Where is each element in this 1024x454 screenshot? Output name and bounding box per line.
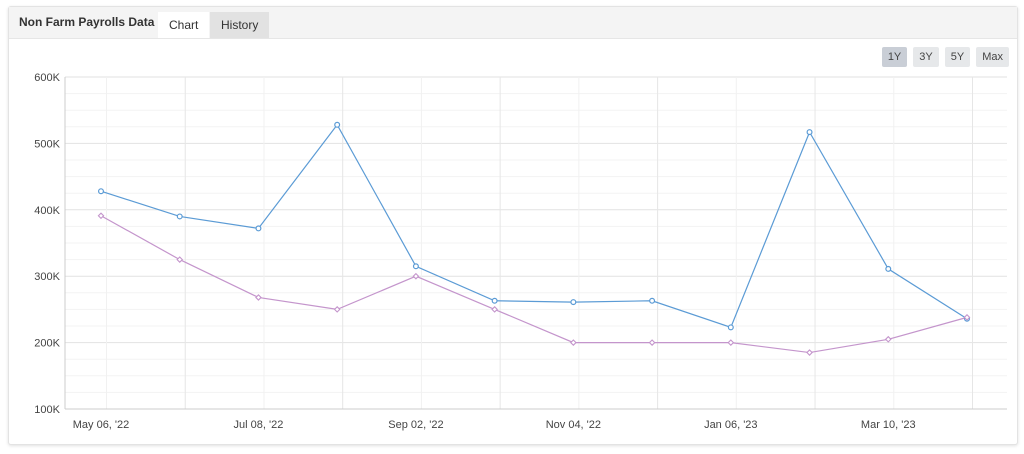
data-point-forecast[interactable]: [97, 212, 105, 220]
range-button-1y[interactable]: 1Y: [881, 47, 908, 67]
widget-header: Non Farm Payrolls Data Chart History: [9, 7, 1017, 39]
x-tick-label: Mar 10, '23: [861, 419, 916, 431]
line-chart: 100K 200K 300K 400K 500K 600K May 06, '22 Jul 0…: [34, 72, 1007, 431]
data-point-forecast[interactable]: [727, 339, 735, 346]
x-tick-label: May 06, '22: [73, 419, 130, 431]
y-tick-label: 600K: [34, 72, 60, 84]
data-point-actual[interactable]: [649, 297, 656, 304]
series-line-actual: [100, 123, 968, 329]
data-point-actual[interactable]: [885, 265, 892, 272]
range-button-3y[interactable]: 3Y: [913, 47, 939, 67]
y-tick-label: 200K: [34, 338, 60, 350]
data-point-actual[interactable]: [727, 324, 734, 331]
y-tick-label: 300K: [34, 271, 60, 283]
data-point-forecast[interactable]: [884, 335, 892, 343]
chart-widget: Non Farm Payrolls Data Chart History 1Y …: [8, 6, 1018, 445]
x-tick-label: Jan 06, '23: [704, 419, 757, 431]
widget-title: Non Farm Payrolls Data: [19, 15, 155, 29]
data-point-actual[interactable]: [334, 121, 341, 128]
y-tick-label: 100K: [34, 404, 60, 416]
data-point-forecast[interactable]: [255, 294, 262, 301]
data-point-actual[interactable]: [412, 263, 419, 270]
y-tick-label: 500K: [34, 138, 60, 150]
y-tick-label: 400K: [34, 205, 60, 217]
data-point-actual[interactable]: [255, 225, 262, 232]
data-point-actual[interactable]: [176, 213, 183, 220]
data-point-forecast[interactable]: [333, 306, 341, 313]
range-selector: 1Y 3Y 5Y Max: [881, 47, 1009, 67]
x-tick-label: Nov 04, '22: [546, 419, 601, 431]
data-point-forecast[interactable]: [176, 256, 184, 263]
tab-chart[interactable]: Chart: [158, 12, 210, 38]
data-point-actual[interactable]: [491, 297, 498, 304]
range-button-5y[interactable]: 5Y: [944, 47, 971, 67]
series-line-forecast: [100, 215, 968, 354]
data-point-forecast[interactable]: [806, 349, 813, 356]
data-point-forecast[interactable]: [963, 313, 971, 321]
tab-history[interactable]: History: [210, 12, 270, 38]
x-tick-label: Sep 02, '22: [388, 419, 443, 431]
data-point-actual[interactable]: [570, 299, 577, 306]
data-point-actual[interactable]: [806, 129, 813, 136]
data-point-forecast[interactable]: [412, 272, 420, 280]
x-tick-label: Jul 08, '22: [234, 419, 284, 431]
data-point-forecast[interactable]: [569, 339, 577, 346]
data-point-actual[interactable]: [97, 188, 104, 195]
range-button-max[interactable]: Max: [976, 47, 1009, 67]
data-point-forecast[interactable]: [491, 306, 499, 313]
data-point-forecast[interactable]: [648, 339, 656, 346]
